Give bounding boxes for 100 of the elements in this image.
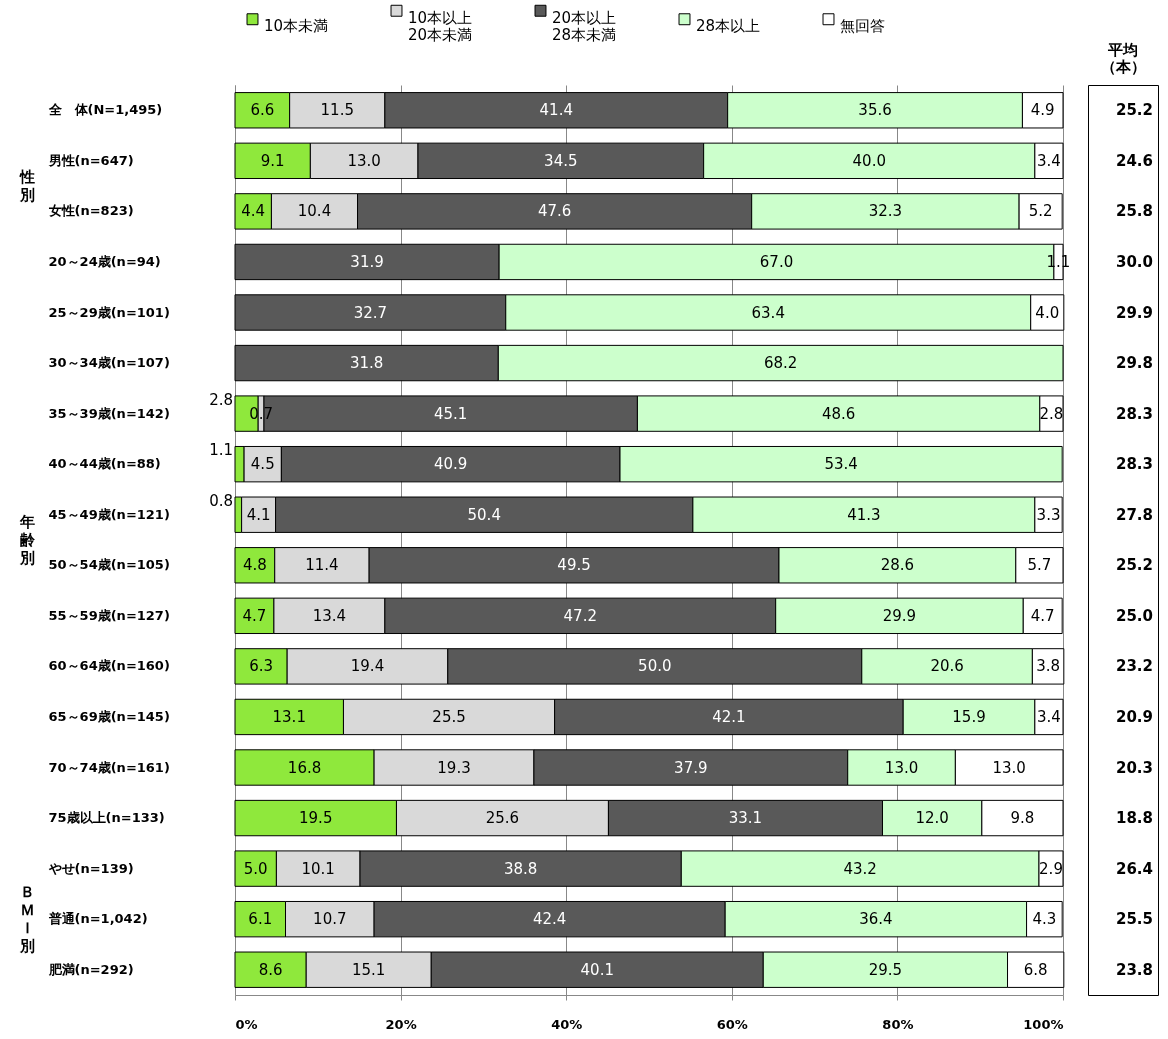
data-label: 11.4 xyxy=(305,556,339,575)
text: 25.5 xyxy=(1115,910,1153,929)
text: 20.9 xyxy=(1115,707,1153,726)
data-label: 12.0 xyxy=(915,809,949,828)
text: 年齢別 xyxy=(18,513,36,567)
data-label: 40.0 xyxy=(852,151,886,170)
text: 性別 xyxy=(18,168,35,205)
y-tick-label: 60～64歳(n=160) xyxy=(48,658,170,674)
data-label: 48.6 xyxy=(821,404,856,423)
data-label: 41.4 xyxy=(539,101,573,120)
data-label: 35.6 xyxy=(858,101,892,120)
x-tick-label: 60% xyxy=(716,1016,748,1032)
text: ＢＭＩ別 xyxy=(18,883,35,956)
data-label: 2.8 xyxy=(1039,404,1064,423)
text: 30.0 xyxy=(1115,252,1153,271)
data-label: 13.0 xyxy=(992,758,1026,777)
text: 25.0 xyxy=(1115,606,1153,625)
data-label: 50.4 xyxy=(467,505,501,524)
data-label: 31.9 xyxy=(350,252,384,271)
data-label: 4.3 xyxy=(1032,910,1057,929)
data-label: 9.8 xyxy=(1010,809,1035,828)
x-tick-label: 0% xyxy=(235,1016,258,1032)
y-tick-label: 40～44歳(n=88) xyxy=(48,456,161,472)
data-label: 32.3 xyxy=(868,202,903,221)
data-label: 4.7 xyxy=(1030,606,1055,625)
y-tick-label: 30～34歳(n=107) xyxy=(48,355,170,371)
legend-label: 20本以上 28本未満 xyxy=(552,8,617,44)
data-label: 25.6 xyxy=(485,809,520,828)
data-label: 29.9 xyxy=(882,606,917,625)
data-label: 4.9 xyxy=(1030,101,1055,120)
data-label: 19.4 xyxy=(350,657,385,676)
data-label: 1.1 xyxy=(209,441,233,460)
data-label: 5.0 xyxy=(243,859,268,878)
data-label: 13.1 xyxy=(272,707,306,726)
data-label: 47.2 xyxy=(563,606,597,625)
y-tick-label: 50～54歳(n=105) xyxy=(48,557,170,573)
y-tick-label: 女性(n=823) xyxy=(47,203,134,219)
data-label: 6.8 xyxy=(1023,960,1048,979)
data-label: 13.0 xyxy=(884,758,919,777)
text: 25.2 xyxy=(1115,556,1153,575)
x-tick-label: 80% xyxy=(882,1016,914,1032)
data-label: 53.4 xyxy=(824,455,858,474)
data-label: 36.4 xyxy=(859,910,893,929)
data-label: 16.8 xyxy=(287,758,322,777)
data-label: 4.4 xyxy=(241,202,266,221)
data-label: 2.9 xyxy=(1039,859,1063,878)
x-tick-label: 40% xyxy=(551,1016,583,1032)
data-label: 68.2 xyxy=(763,354,798,373)
data-label: 40.1 xyxy=(580,960,614,979)
y-tick-label: 45～49歳(n=121) xyxy=(48,506,170,522)
text: 25.8 xyxy=(1115,202,1153,221)
data-label: 11.5 xyxy=(320,101,354,120)
data-label: 37.9 xyxy=(674,758,708,777)
data-label: 34.5 xyxy=(544,151,578,170)
y-tick-label: 70～74歳(n=161) xyxy=(48,759,170,775)
y-tick-label: 20～24歳(n=94) xyxy=(48,253,161,269)
text: 平均（本） xyxy=(1100,41,1146,76)
text: 24.6 xyxy=(1115,151,1153,170)
y-tick-label: 55～59歳(n=127) xyxy=(48,607,170,623)
data-label: 42.1 xyxy=(712,707,746,726)
data-label: 4.1 xyxy=(246,505,271,524)
data-label: 50.0 xyxy=(638,657,672,676)
text: 28.3 xyxy=(1115,404,1153,423)
data-label: 32.7 xyxy=(353,303,388,322)
y-tick-label: 普通(n=1,042) xyxy=(47,911,148,927)
data-label: 3.4 xyxy=(1036,151,1061,170)
data-label: 41.3 xyxy=(847,505,881,524)
text: 26.4 xyxy=(1115,859,1153,878)
y-tick-label: 肥満(n=292) xyxy=(47,961,134,977)
data-label: 10.4 xyxy=(297,202,332,221)
x-tick-label: 20% xyxy=(385,1016,417,1032)
legend-label: 10本以上 20本未満 xyxy=(408,8,473,44)
data-label: 5.7 xyxy=(1027,556,1052,575)
data-label: 19.3 xyxy=(437,758,471,777)
x-tick-label: 100% xyxy=(1023,1016,1064,1032)
data-label: 49.5 xyxy=(557,556,591,575)
data-label: 40.9 xyxy=(433,455,468,474)
text: 20.3 xyxy=(1115,758,1153,777)
data-label: 10.1 xyxy=(301,859,335,878)
data-label: 29.5 xyxy=(868,960,903,979)
data-label: 5.2 xyxy=(1028,202,1053,221)
legend-label: 無回答 xyxy=(840,17,885,36)
data-label: 6.6 xyxy=(250,101,275,120)
data-label: 6.1 xyxy=(248,910,273,929)
data-label: 3.4 xyxy=(1036,707,1061,726)
data-label: 10.7 xyxy=(313,910,347,929)
data-label: 25.5 xyxy=(432,707,466,726)
text: 25.2 xyxy=(1115,101,1153,120)
text: 18.8 xyxy=(1115,809,1153,828)
data-label: 67.0 xyxy=(759,252,794,271)
data-label: 28.6 xyxy=(880,556,915,575)
data-label: 8.6 xyxy=(258,960,283,979)
y-tick-label: やせ(n=139) xyxy=(47,860,134,876)
y-tick-label: 男性(n=647) xyxy=(47,152,134,168)
data-label: 15.9 xyxy=(952,707,986,726)
data-label: 45.1 xyxy=(433,404,468,423)
data-label: 4.8 xyxy=(242,556,267,575)
data-label: 0.8 xyxy=(209,491,233,510)
data-label: 4.0 xyxy=(1035,303,1060,322)
data-label: 19.5 xyxy=(299,809,333,828)
